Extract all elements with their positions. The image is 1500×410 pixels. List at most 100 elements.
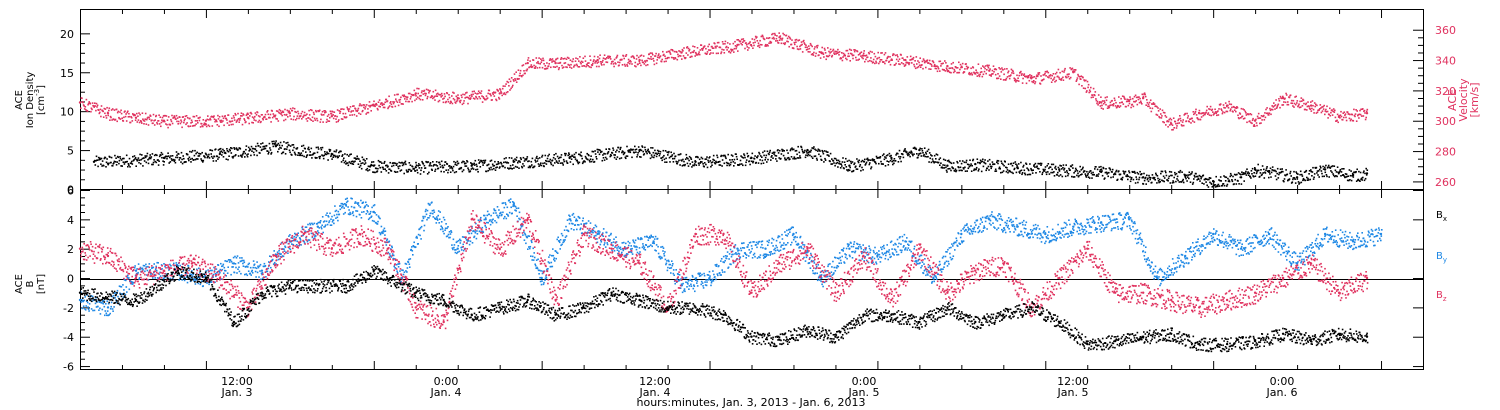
data-point: [419, 173, 422, 175]
data-point: [1075, 80, 1078, 82]
data-point: [1060, 165, 1062, 167]
data-point: [1295, 176, 1299, 179]
data-point: [580, 60, 583, 63]
data-point: [895, 154, 897, 156]
data-point: [1160, 172, 1162, 175]
data-point: [1060, 168, 1063, 170]
data-point: [148, 157, 150, 160]
data-point: [922, 58, 925, 60]
data-point: [95, 160, 97, 162]
data-point: [470, 97, 472, 99]
data-point: [100, 105, 103, 107]
data-point: [859, 52, 862, 54]
data-point: [252, 117, 255, 119]
data-point: [148, 118, 151, 120]
data-point: [201, 151, 203, 154]
data-point: [729, 43, 731, 45]
data-point: [397, 93, 399, 96]
data-point: [1063, 167, 1066, 170]
data-point: [1321, 172, 1323, 175]
data-point: [518, 78, 520, 80]
data-point: [421, 99, 424, 101]
data-point: [826, 154, 829, 156]
data-point: [470, 162, 472, 164]
data-point: [599, 149, 601, 152]
data-point: [763, 150, 766, 152]
data-point: [407, 100, 409, 103]
data-point: [922, 67, 924, 70]
data-point: [627, 62, 629, 64]
data-point: [413, 168, 416, 170]
data-point: [673, 152, 675, 155]
data-point: [415, 98, 418, 100]
data-point: [870, 166, 873, 168]
data-point: [1229, 109, 1231, 112]
data-point: [841, 165, 843, 167]
data-point: [730, 161, 732, 164]
data-point: [1266, 112, 1269, 114]
data-point: [342, 159, 344, 162]
data-point: [1251, 167, 1254, 170]
data-point: [677, 153, 680, 156]
data-point: [850, 52, 852, 55]
data-point: [781, 148, 783, 151]
data-point: [1073, 172, 1075, 174]
data-point: [1208, 177, 1211, 179]
data-point: [321, 146, 324, 149]
data-point: [1299, 173, 1301, 176]
data-point: [1264, 172, 1267, 174]
data-point: [486, 97, 489, 99]
data-point: [1339, 168, 1342, 171]
data-point: [279, 146, 281, 149]
data-point: [785, 158, 788, 161]
data-point: [1336, 175, 1338, 178]
data-point: [533, 64, 535, 67]
data-point: [271, 143, 274, 145]
data-point: [96, 159, 99, 161]
data-point: [797, 145, 799, 148]
data-point: [1196, 175, 1199, 178]
data-point: [849, 166, 851, 169]
data-point: [1218, 185, 1221, 187]
data-point: [984, 65, 987, 67]
data-point: [1038, 73, 1040, 76]
data-point: [677, 161, 679, 163]
data-point: [799, 157, 802, 159]
data-point: [780, 157, 782, 160]
data-point: [421, 90, 423, 92]
data-point: [649, 152, 651, 155]
data-point: [971, 164, 973, 167]
y-tick-label: 360: [1435, 24, 1456, 37]
data-point: [615, 151, 617, 153]
data-point: [306, 113, 308, 115]
data-point: [782, 32, 784, 35]
data-point: [1237, 172, 1240, 174]
data-point: [1010, 162, 1013, 165]
data-point: [874, 55, 877, 58]
x-tick-label: 12:00: [1057, 375, 1089, 388]
data-point: [1155, 113, 1158, 116]
data-point: [318, 156, 320, 158]
data-point: [1274, 169, 1276, 172]
data-point: [840, 163, 843, 165]
data-point: [566, 66, 568, 69]
data-point: [606, 61, 609, 64]
data-point: [172, 116, 175, 119]
data-point: [1077, 73, 1079, 76]
data-point: [298, 117, 300, 120]
data-point: [852, 54, 855, 57]
data-point: [796, 45, 798, 48]
data-point: [1300, 181, 1303, 184]
data-point: [212, 160, 215, 162]
data-point: [311, 157, 313, 159]
data-point: [130, 116, 133, 119]
data-point: [656, 56, 659, 59]
data-point: [1256, 171, 1258, 173]
data-point: [261, 142, 264, 144]
data-point: [1308, 107, 1311, 110]
data-point: [114, 292, 117, 294]
legend-bx: Bx: [1436, 210, 1447, 223]
data-point: [1321, 106, 1323, 108]
data-point: [879, 156, 882, 158]
data-point: [575, 63, 578, 66]
